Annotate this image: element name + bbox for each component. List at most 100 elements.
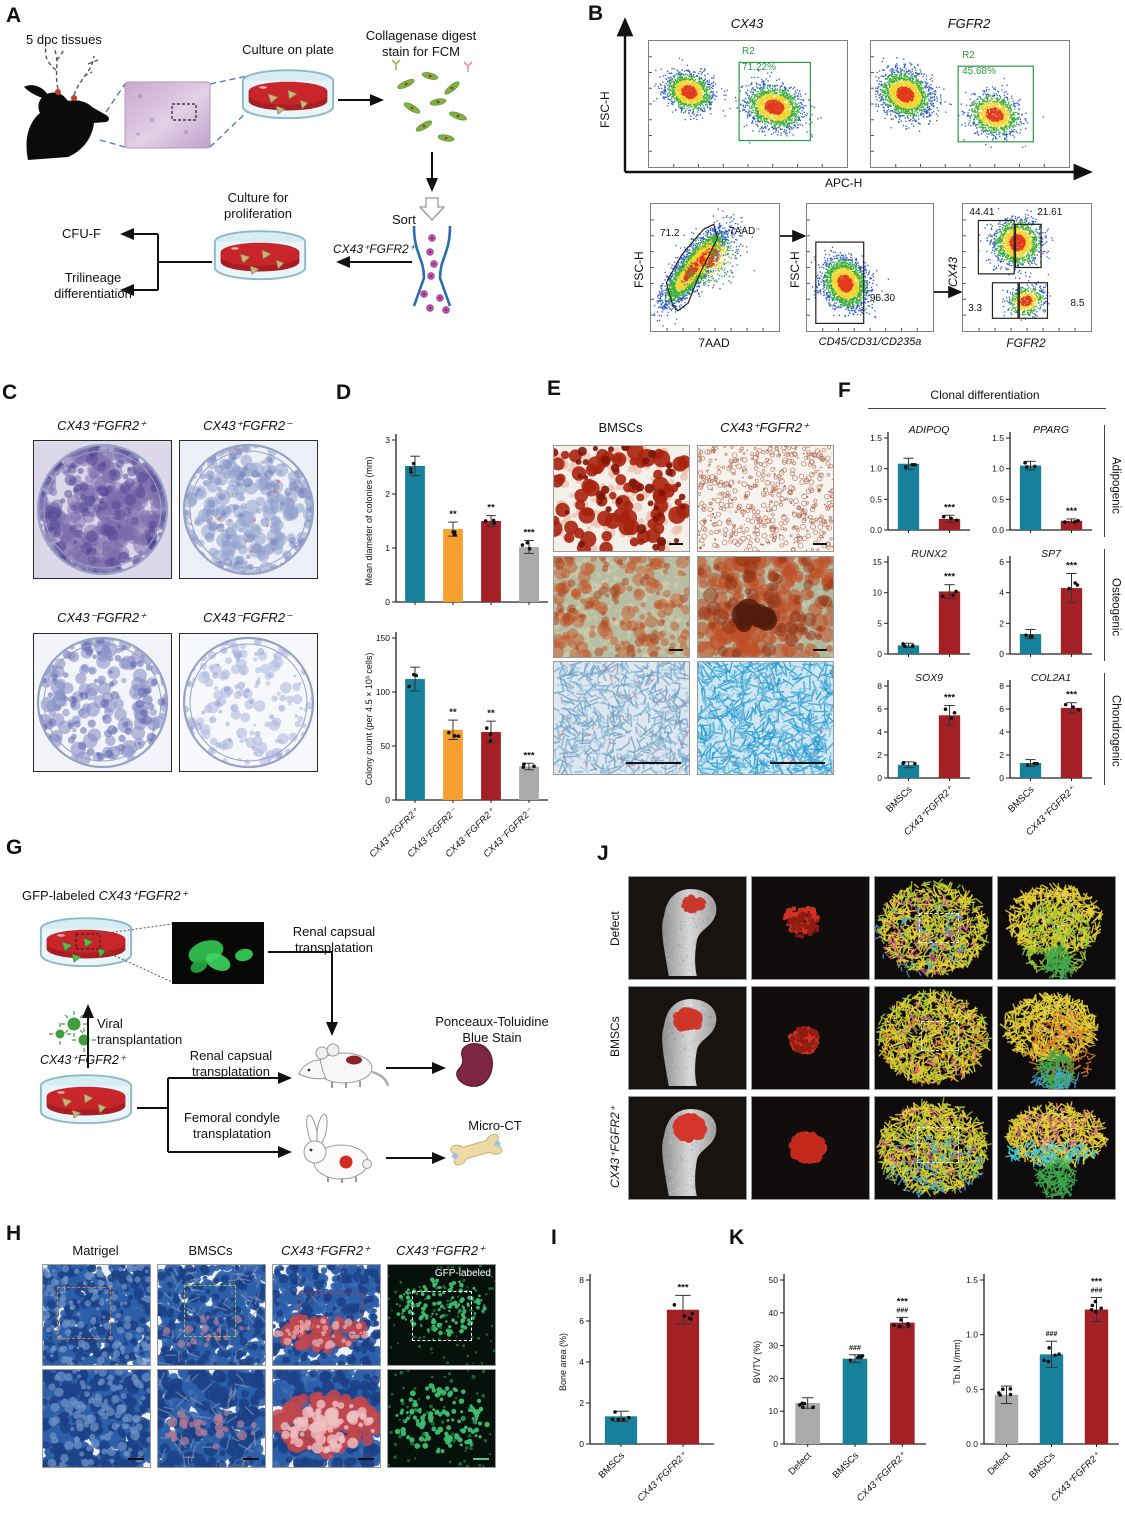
svg-text:***: *** bbox=[1066, 506, 1077, 517]
svg-text:**: ** bbox=[487, 708, 495, 719]
svg-text:0.0: 0.0 bbox=[992, 525, 1004, 535]
svg-text:4: 4 bbox=[877, 727, 882, 737]
svg-text:###: ### bbox=[849, 1345, 861, 1352]
fsch-axis-label: FSC-H bbox=[598, 91, 612, 129]
h-col-cx43: CX43⁺FGFR2⁺ bbox=[281, 1243, 370, 1258]
deer-head-icon bbox=[24, 47, 109, 160]
svg-text:150: 150 bbox=[376, 633, 390, 643]
panel-h-label: H bbox=[6, 1222, 22, 1245]
group-label-chondrogenic: Chondrogenic bbox=[1109, 695, 1122, 767]
svg-text:Mean diameter of colonies (mm): Mean diameter of colonies (mm) bbox=[364, 456, 374, 585]
clonal-differentiation-title: Clonal differentiation bbox=[930, 388, 1040, 402]
flow-plot-fgfr2: R2 45.68% bbox=[870, 40, 1070, 168]
panel-a-trilineage-label: Trilineage differentiation bbox=[54, 270, 132, 302]
svg-text:**: ** bbox=[487, 503, 495, 514]
panel-g-art bbox=[39, 917, 503, 1183]
svg-text:**: ** bbox=[449, 509, 457, 520]
plate-title-4: CX43⁻FGFR2⁻ bbox=[203, 610, 292, 625]
scale-bar bbox=[770, 762, 825, 764]
gfp-dish-cells-icon bbox=[61, 937, 107, 963]
scale-bar bbox=[473, 1458, 489, 1460]
group-label-adipogenic: Adipogenic bbox=[1109, 456, 1122, 514]
chart-runx2: 0 5 10 15 RUNX2 *** bbox=[862, 546, 976, 666]
panel-k-label: K bbox=[729, 1226, 745, 1249]
cfu-plate-1 bbox=[33, 440, 172, 579]
ct-coronal-cx43 bbox=[874, 1096, 993, 1200]
svg-text:6: 6 bbox=[877, 704, 882, 714]
h-matrigel-high bbox=[42, 1369, 151, 1468]
svg-text:***: *** bbox=[944, 502, 955, 513]
svg-text:1.5: 1.5 bbox=[992, 433, 1004, 443]
svg-text:Defect: Defect bbox=[787, 1450, 814, 1477]
scale-bar bbox=[669, 543, 683, 545]
chart-col2a1: 0 2 4 6 8 COL2A1 BMSCs *** CX43⁺FGFR2⁺ bbox=[984, 670, 1098, 838]
svg-text:6: 6 bbox=[579, 1316, 584, 1326]
j-row-bmscs: BMSCs bbox=[608, 1016, 622, 1058]
viral-transduction-label: Viral transplantation bbox=[97, 1016, 183, 1048]
svg-text:0: 0 bbox=[385, 795, 390, 805]
svg-text:8: 8 bbox=[877, 681, 882, 691]
svg-text:BMSCs: BMSCs bbox=[884, 784, 915, 815]
panel-b-label: B bbox=[588, 2, 604, 25]
histology-slice-icon bbox=[124, 81, 211, 149]
svg-text:CX43⁺FGFR2⁺: CX43⁺FGFR2⁺ bbox=[855, 1450, 909, 1504]
rabbit-icon bbox=[303, 1113, 372, 1183]
svg-text:2: 2 bbox=[579, 1398, 584, 1408]
flow-plot-cx43: R2 71.22% bbox=[648, 40, 848, 168]
panel-f-label: F bbox=[838, 379, 851, 402]
panel-a-culture-plate-label: Culture on plate bbox=[242, 42, 334, 57]
svg-text:1.0: 1.0 bbox=[870, 464, 882, 474]
fsch-axis-label: FSC-H bbox=[632, 251, 646, 289]
chart-sp7: 0 2 4 6 SP7 *** bbox=[984, 546, 1098, 666]
chart-bvtv: 0 10 20 30 40 50 BV/TV (%) Defect ### BMSCs ### ***… bbox=[752, 1264, 932, 1504]
svg-text:COL2A1: COL2A1 bbox=[1031, 672, 1071, 684]
branch-lines bbox=[137, 1072, 292, 1158]
digested-cells-icon bbox=[391, 59, 473, 142]
panel-a-population-label: CX43⁺FGFR2⁺ bbox=[333, 242, 416, 256]
panel-e-label: E bbox=[547, 377, 562, 400]
ct-coronal-bmscs bbox=[874, 986, 993, 1090]
panel-b-axes bbox=[616, 17, 1093, 299]
plate-title-1: CX43⁺FGFR2⁺ bbox=[57, 418, 146, 433]
svg-text:8: 8 bbox=[999, 681, 1004, 691]
svg-text:CX43⁺FGFR2⁺: CX43⁺FGFR2⁺ bbox=[635, 1450, 689, 1504]
panel-g-label: G bbox=[6, 836, 23, 859]
branch-lines bbox=[120, 228, 212, 296]
cfu-plate-4 bbox=[179, 633, 318, 772]
kidney-graft-mark bbox=[346, 1055, 362, 1065]
scale-bar bbox=[813, 649, 827, 651]
h-matrigel-low bbox=[42, 1264, 151, 1366]
svg-text:4: 4 bbox=[579, 1357, 584, 1367]
svg-text:50: 50 bbox=[769, 1275, 779, 1285]
ct-sagittal-defect bbox=[997, 876, 1116, 980]
svg-text:0: 0 bbox=[773, 1439, 778, 1449]
svg-text:Colony count (per 4.5 × 10³ ce: Colony count (per 4.5 × 10³ cells) bbox=[364, 653, 374, 786]
scale-bar bbox=[813, 543, 827, 545]
petri-dish-icon bbox=[213, 230, 307, 281]
svg-text:2: 2 bbox=[999, 750, 1004, 760]
svg-text:1.5: 1.5 bbox=[870, 433, 882, 443]
gfp-fluorescence-image bbox=[172, 922, 264, 984]
kidney-icon bbox=[456, 1043, 493, 1087]
adipogenic-cx43-image bbox=[697, 445, 834, 552]
panel-a-art bbox=[24, 47, 473, 314]
svg-text:***: *** bbox=[897, 1296, 908, 1307]
population-label: CX43⁺FGFR2⁺ bbox=[40, 1053, 126, 1067]
svg-text:40: 40 bbox=[769, 1308, 779, 1318]
arrow-gfp-to-mouse bbox=[268, 951, 338, 1036]
adipogenic-bmsc-image bbox=[553, 445, 690, 552]
svg-text:10: 10 bbox=[873, 588, 883, 598]
gate-percent: 71.22% bbox=[742, 62, 776, 74]
scale-bar bbox=[243, 1458, 259, 1460]
dish-cells-icon bbox=[267, 89, 309, 115]
panel-a-tissue-label: 5 dpc tissues bbox=[26, 32, 102, 47]
svg-text:###: ### bbox=[896, 1307, 908, 1314]
scale-bar bbox=[358, 1458, 374, 1460]
svg-text:###: ### bbox=[1046, 1331, 1058, 1338]
gfp-cells-icon bbox=[188, 940, 253, 973]
mouse-icon bbox=[298, 1043, 390, 1088]
svg-text:***: *** bbox=[1091, 1276, 1102, 1287]
femoral-graft-mark bbox=[339, 1155, 353, 1169]
h-bmscs-low bbox=[157, 1264, 266, 1366]
h-bmscs-high bbox=[157, 1369, 266, 1468]
